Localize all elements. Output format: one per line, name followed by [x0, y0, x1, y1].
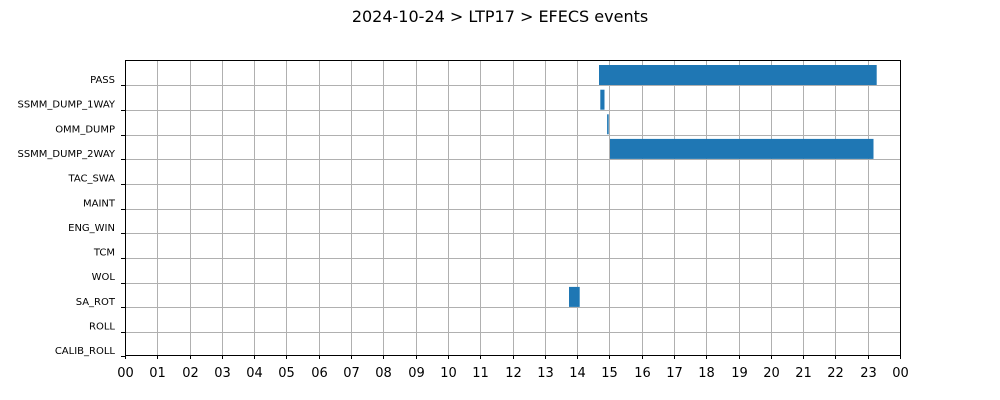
x-tick-label: 01 [149, 366, 166, 381]
category-label: SSMM_DUMP_1WAY [17, 100, 115, 111]
event-bar [600, 89, 605, 110]
category-label: PASS [90, 75, 115, 86]
category-label: SSMM_DUMP_2WAY [17, 149, 115, 160]
x-tick-label: 23 [860, 366, 877, 381]
x-tick-label: 00 [892, 366, 909, 381]
x-tick-label: 17 [666, 366, 683, 381]
x-tick-label: 22 [827, 366, 844, 381]
x-tick-label: 07 [343, 366, 360, 381]
x-tick-label: 20 [763, 366, 780, 381]
event-bars [569, 65, 877, 307]
event-bar [607, 114, 609, 135]
x-tick-label: 05 [278, 366, 295, 381]
x-tick-label: 16 [634, 366, 651, 381]
x-tick-label: 13 [537, 366, 554, 381]
x-tick-label: 06 [311, 366, 328, 381]
x-tick-label: 03 [214, 366, 231, 381]
category-label: SA_ROT [76, 297, 116, 308]
category-label: ROLL [89, 322, 115, 333]
x-tick-label: 09 [408, 366, 425, 381]
x-tick-label: 10 [440, 366, 457, 381]
x-tick-label: 14 [569, 366, 586, 381]
category-label: OMM_DUMP [55, 124, 115, 135]
x-axis-ticks: 00 01 02 03 04 05 06 07 08 09 10 11 12 13 14 15 16 17 18 19… [117, 355, 909, 381]
x-tick-label: 21 [795, 366, 812, 381]
x-tick-label: 00 [117, 366, 134, 381]
category-label: TAC_SWA [67, 174, 115, 185]
category-label: CALIB_ROLL [55, 346, 116, 357]
x-tick-label: 18 [698, 366, 715, 381]
x-tick-label: 02 [182, 366, 199, 381]
x-tick-label: 04 [246, 366, 263, 381]
category-label: TCM [93, 248, 115, 259]
x-tick-label: 08 [375, 366, 392, 381]
event-bar [599, 65, 877, 85]
x-tick-label: 12 [505, 366, 522, 381]
x-tick-label: 19 [731, 366, 748, 381]
y-axis-ticks: PASS SSMM_DUMP_1WAY OMM_DUMP SSMM_DUMP_2WAY… [17, 75, 125, 357]
category-label: MAINT [83, 198, 116, 209]
event-bar [569, 286, 580, 307]
x-tick-label: 15 [601, 366, 618, 381]
x-tick-label: 11 [472, 366, 489, 381]
event-bar [610, 138, 874, 159]
category-label: WOL [92, 272, 116, 283]
grid-lines [125, 60, 900, 355]
category-label: ENG_WIN [68, 223, 115, 234]
chart-title: 2024-10-24 > LTP17 > EFECS events [352, 7, 648, 26]
